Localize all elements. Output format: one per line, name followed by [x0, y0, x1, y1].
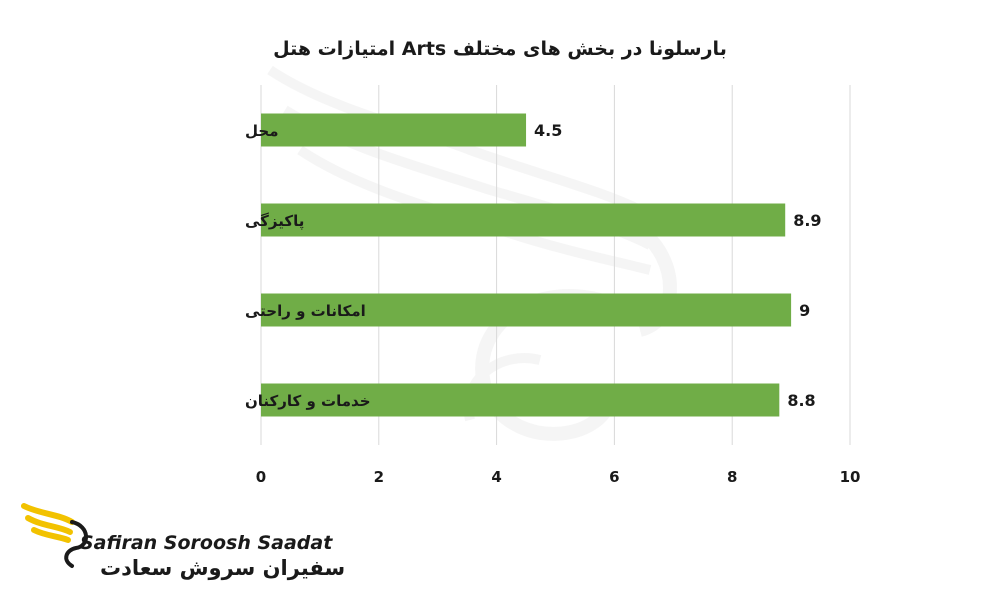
logo-persian-text: سفیران سروش سعادت [100, 556, 346, 580]
x-tick-label: 10 [840, 468, 861, 486]
chart-title: امتیازات هتل Arts بارسلونا در بخش های مخ… [273, 38, 727, 60]
bar-value-label: 8.8 [787, 391, 815, 410]
x-tick-label: 0 [256, 468, 266, 486]
category-label: امکانات و راحتی [245, 302, 366, 320]
bar [261, 383, 780, 417]
bar [261, 203, 786, 237]
category-label: محل [245, 122, 279, 140]
x-tick-label: 8 [727, 468, 737, 486]
bar-value-label: 4.5 [534, 121, 562, 140]
x-tick-label: 6 [609, 468, 619, 486]
x-tick-label: 2 [374, 468, 384, 486]
bar [261, 293, 792, 327]
bar-value-label: 9 [799, 301, 810, 320]
bar [261, 113, 527, 147]
category-label: خدمات و کارکنان [245, 392, 371, 410]
category-label: پاکیزگی [245, 212, 304, 231]
bar-value-label: 8.9 [793, 211, 821, 230]
logo-latin-text: Safiran Soroosh Saadat [80, 532, 333, 554]
company-logo: Safiran Soroosh Saadat سفیران سروش سعادت [18, 492, 345, 592]
swan-logo-icon [21, 503, 88, 568]
x-tick-label: 4 [491, 468, 501, 486]
